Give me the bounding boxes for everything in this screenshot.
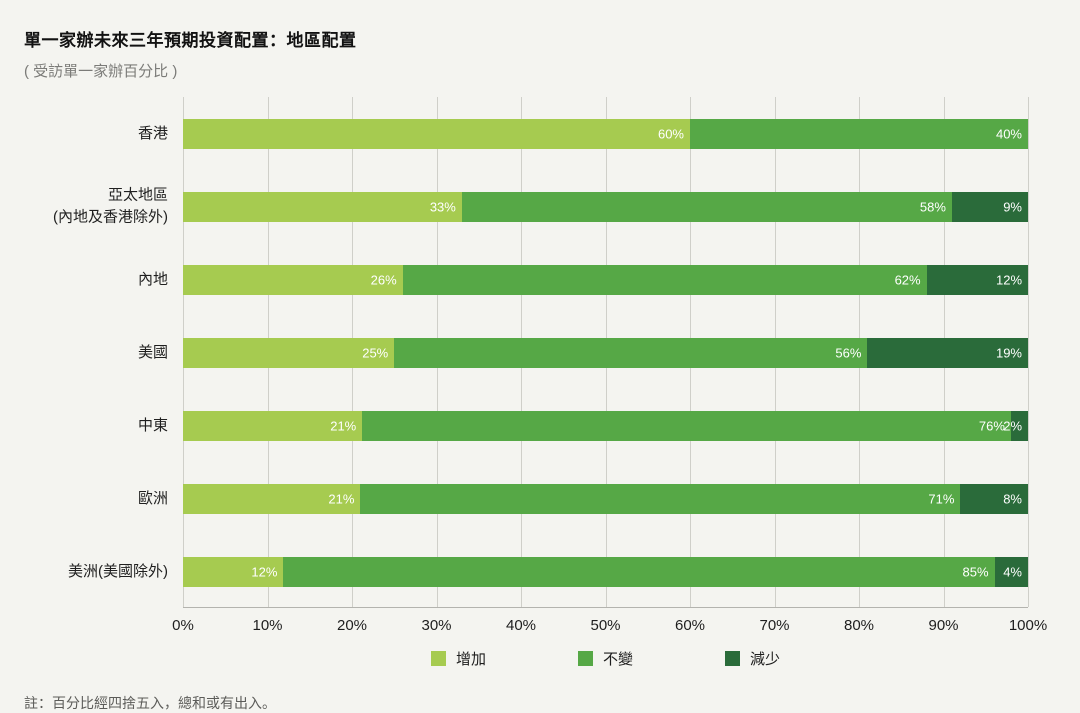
x-tick-label: 20% xyxy=(336,617,368,634)
bar-segment: 60% xyxy=(183,118,690,149)
bar-row: 亞太地區 (內地及香港除外) 33% 58% 9% xyxy=(53,170,1028,243)
segment-value-label: 33% xyxy=(429,199,456,214)
bar-segment: 40% xyxy=(690,118,1028,149)
chart-title: 單一家辦未來三年預期投資配置：地區配置 xyxy=(24,31,357,50)
stacked-bar: 26% 62% 12% xyxy=(183,264,1029,295)
segment-value-label: 19% xyxy=(995,345,1022,360)
segment-value-label: 12% xyxy=(995,272,1023,287)
legend-swatch xyxy=(577,651,593,666)
category-label: 歐洲 xyxy=(137,489,168,507)
segment-value-label: 2% xyxy=(1003,418,1023,433)
bar-segment: 85% xyxy=(283,556,995,587)
bar-segment: 62% xyxy=(402,264,927,295)
chart-subtitle: ( 受訪單一家辦百分比 ) xyxy=(24,63,178,80)
x-tick-label: 80% xyxy=(843,617,875,634)
legend-label: 增加 xyxy=(455,651,486,668)
bar-segment: 4% xyxy=(994,556,1028,587)
category-label: 香港 xyxy=(137,124,168,142)
bar-segment: 71% xyxy=(360,483,961,514)
segment-value-label: 8% xyxy=(1003,491,1022,506)
legend-label: 不變 xyxy=(602,651,633,668)
stacked-bar: 21% 76% 2% xyxy=(183,410,1029,441)
segment-value-label: 21% xyxy=(328,491,355,506)
segment-value-label: 12% xyxy=(251,564,278,579)
segment-value-label: 21% xyxy=(330,418,357,433)
bar-segment: 26% xyxy=(183,264,403,295)
stacked-bar: 60% 40% xyxy=(183,118,1028,149)
segment-value-label: 60% xyxy=(657,126,684,141)
bar-segment: 25% xyxy=(183,337,395,368)
legend-item: 增加 xyxy=(430,648,486,669)
bar-row: 香港 60% 40% xyxy=(138,97,1028,170)
bar-segment: 76% xyxy=(362,410,1011,441)
segment-value-label: 4% xyxy=(1003,564,1022,579)
bar-segment: 12% xyxy=(926,264,1029,295)
legend-label: 減少 xyxy=(750,651,781,668)
bar-segment: 21% xyxy=(183,410,363,441)
segment-value-label: 25% xyxy=(362,345,389,360)
x-tick-label: 90% xyxy=(928,617,959,634)
x-tick-label: 60% xyxy=(674,617,706,634)
legend: 增加 不變 減少 xyxy=(183,648,1028,669)
category-label: 內地 xyxy=(137,270,168,288)
stacked-bar: 33% 58% 9% xyxy=(183,191,1028,222)
bar-segment: 19% xyxy=(867,337,1028,368)
category-label: 亞太地區 (內地及香港除外) xyxy=(53,186,168,226)
x-tick-label: 100% xyxy=(1008,617,1048,634)
gridline xyxy=(1028,97,1029,607)
bar-segment: 56% xyxy=(394,337,868,368)
category-label: 美國 xyxy=(137,343,168,361)
stacked-bar: 21% 71% 8% xyxy=(183,483,1028,514)
footnote: 註：百分比經四捨五入，總和或有出入。 xyxy=(24,695,276,711)
x-tick-label: 50% xyxy=(590,617,621,634)
x-tick-label: 40% xyxy=(505,617,537,634)
bar-row: 歐洲 21% 71% 8% xyxy=(138,462,1028,535)
bar-segment: 8% xyxy=(960,483,1028,514)
segment-value-label: 26% xyxy=(370,272,397,287)
plot-area: 香港 60% 40% 亞太地區 (內地及香港除外) 33% 58% 9% 內地 26% 62% 12… xyxy=(53,97,1029,608)
bar-segment: 33% xyxy=(183,191,462,222)
legend-item: 不變 xyxy=(577,648,633,669)
x-tick-label: 10% xyxy=(252,617,283,634)
segment-value-label: 56% xyxy=(835,345,862,360)
x-tick-label: 30% xyxy=(421,617,452,634)
legend-swatch xyxy=(430,651,446,666)
x-tick-label: 0% xyxy=(172,617,194,634)
segment-value-label: 40% xyxy=(995,126,1022,141)
category-label: 中東 xyxy=(137,416,168,434)
x-axis: 0% 10% 20% 30% 40% 50% 60% 70% 80% 90% 100% xyxy=(172,608,1047,640)
bar-segment: 58% xyxy=(461,191,952,222)
bar-segment: 12% xyxy=(183,556,284,587)
segment-value-label: 62% xyxy=(894,272,921,287)
segment-value-label: 71% xyxy=(928,491,955,506)
bar-segment: 21% xyxy=(183,483,361,514)
bar-row: 中東 21% 76% 2% xyxy=(138,389,1029,462)
segment-value-label: 58% xyxy=(919,199,946,214)
category-label: 美洲(美國除外) xyxy=(68,562,168,580)
bar-segment: 9% xyxy=(951,191,1028,222)
legend-item: 減少 xyxy=(725,648,780,669)
bar-row: 美洲(美國除外) 12% 85% 4% xyxy=(68,535,1028,608)
x-tick-label: 70% xyxy=(759,617,790,634)
segment-value-label: 76% xyxy=(978,418,1005,433)
segment-value-label: 9% xyxy=(1003,199,1022,214)
bar-row: 內地 26% 62% 12% xyxy=(138,243,1029,316)
bar-row: 美國 25% 56% 19% xyxy=(138,316,1028,389)
bar-segment: 2% xyxy=(1003,410,1029,441)
stacked-bar: 25% 56% 19% xyxy=(183,337,1028,368)
legend-swatch xyxy=(725,651,740,666)
stacked-bar: 12% 85% 4% xyxy=(183,556,1028,587)
segment-value-label: 85% xyxy=(962,564,989,579)
